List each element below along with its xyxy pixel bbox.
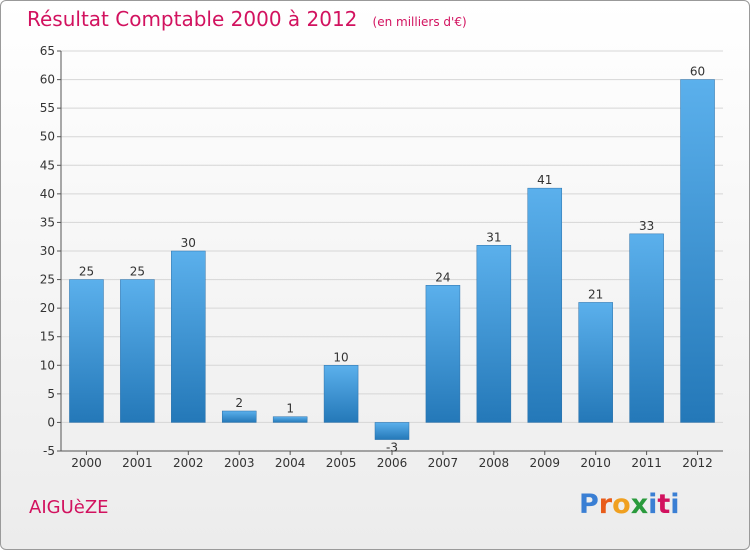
- logo-letter: i: [648, 489, 658, 520]
- logo-letter: r: [598, 489, 613, 520]
- x-tick-label: 2004: [275, 456, 306, 470]
- data-label: 33: [639, 219, 654, 233]
- bar-chart: -5 0 5 10 15 20 25 30 35 40 45 50 55 60 65 2000 2001 2002…: [40, 44, 723, 470]
- y-tick-label: 10: [40, 358, 55, 372]
- proxiti-logo[interactable]: Proxiti: [579, 489, 680, 520]
- grid-lines: [61, 50, 723, 452]
- x-tick-label: 2003: [224, 456, 255, 470]
- bar-2012: [680, 79, 715, 423]
- y-tick-label: 25: [40, 273, 55, 287]
- data-label: 31: [486, 230, 501, 244]
- y-tick-label: 60: [40, 73, 55, 87]
- title-row: Résultat Comptable 2000 à 2012 (en milli…: [27, 7, 467, 31]
- logo-letter: t: [657, 489, 671, 520]
- bar-2001: [120, 279, 155, 423]
- x-tick-label: 2011: [631, 456, 662, 470]
- y-tick-label: 50: [40, 130, 55, 144]
- data-label: 24: [435, 270, 450, 284]
- bar-2006: [374, 422, 410, 440]
- y-tick-label: 35: [40, 215, 55, 229]
- chart-title: Résultat Comptable 2000 à 2012: [27, 7, 358, 31]
- data-label: -3: [386, 441, 398, 455]
- x-tick-label: 2002: [173, 456, 204, 470]
- data-label: 60: [690, 65, 705, 79]
- x-tick-label: 2001: [122, 456, 153, 470]
- y-tick-label: 55: [40, 101, 55, 115]
- data-label: 2: [235, 396, 243, 410]
- bar-2010: [578, 302, 613, 423]
- logo-letter: x: [630, 489, 649, 520]
- x-tick-label: 2000: [71, 456, 102, 470]
- bar-2009: [527, 187, 563, 423]
- chart-subtitle: (en milliers d'€): [372, 15, 467, 29]
- x-tick-label: 2005: [326, 456, 357, 470]
- data-label: 30: [181, 236, 196, 250]
- y-tick-label: 0: [47, 415, 55, 429]
- y-tick-label: -5: [43, 444, 55, 458]
- logo-letter: o: [612, 489, 631, 520]
- data-label: 1: [286, 402, 294, 416]
- axes: -5 0 5 10 15 20 25 30 35 40 45 50 55 60 65 2000 2001 2002…: [40, 44, 723, 470]
- data-label: 25: [79, 265, 94, 279]
- y-tick-label: 20: [40, 301, 55, 315]
- x-tick-label: 2012: [682, 456, 713, 470]
- x-tick-label: 2008: [479, 456, 510, 470]
- x-tick-label: 2009: [529, 456, 560, 470]
- y-tick-label: 45: [40, 158, 55, 172]
- x-tick-label: 2007: [428, 456, 459, 470]
- bar-2011: [629, 233, 664, 423]
- data-label: 41: [537, 173, 552, 187]
- bar-2003: [221, 410, 257, 423]
- data-label: 21: [588, 287, 603, 301]
- data-label: 25: [130, 265, 145, 279]
- y-tick-label: 30: [40, 244, 55, 258]
- x-tick-label: 2010: [580, 456, 611, 470]
- y-tick-label: 65: [40, 44, 55, 58]
- y-tick-label: 5: [47, 387, 55, 401]
- logo-letter: P: [579, 489, 599, 520]
- y-tick-label: 15: [40, 330, 55, 344]
- bar-2002: [171, 250, 206, 423]
- bars: [69, 79, 715, 440]
- commune-name: AIGUèZE: [29, 497, 109, 518]
- x-tick-label: 2006: [377, 456, 408, 470]
- y-tick-label: 40: [40, 187, 55, 201]
- bar-2000: [69, 279, 104, 423]
- bar-2008: [476, 245, 512, 423]
- bar-2004: [272, 416, 308, 423]
- bar-2007: [425, 285, 461, 423]
- data-label: 10: [333, 350, 348, 364]
- logo-letter: i: [670, 489, 680, 520]
- bar-2005: [323, 365, 359, 423]
